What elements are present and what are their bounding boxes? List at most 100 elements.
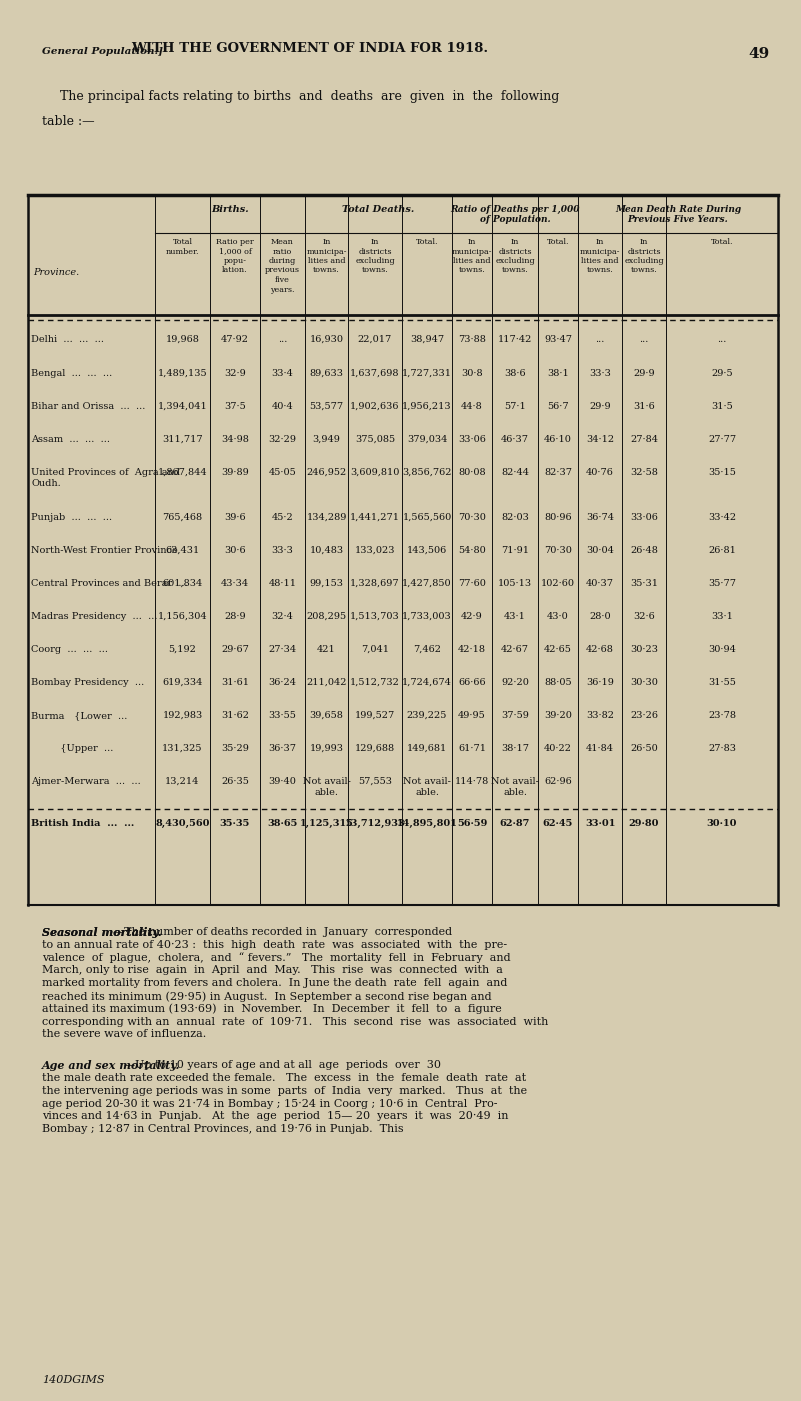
Text: 199,527: 199,527 <box>355 710 395 720</box>
Text: 37·5: 37·5 <box>224 402 246 410</box>
Text: the severe wave of influenza.: the severe wave of influenza. <box>42 1030 206 1040</box>
Text: ...: ... <box>639 335 649 345</box>
Text: Madras Presidency  ...  ...: Madras Presidency ... ... <box>31 612 158 621</box>
Text: 30·94: 30·94 <box>708 644 736 654</box>
Text: the intervening age periods was in some  parts  of  India  very  marked.   Thus : the intervening age periods was in some … <box>42 1086 527 1096</box>
Text: 1,733,003: 1,733,003 <box>402 612 452 621</box>
Text: 43·0: 43·0 <box>547 612 569 621</box>
Text: 19,968: 19,968 <box>166 335 199 345</box>
Text: United Provinces of  Agra and
Oudh.: United Provinces of Agra and Oudh. <box>31 468 180 489</box>
Text: Total
number.: Total number. <box>166 238 199 255</box>
Text: General Population.]: General Population.] <box>42 48 163 56</box>
Text: corresponding with an  annual  rate  of  109·71.   This  second  rise  was  asso: corresponding with an annual rate of 109… <box>42 1017 549 1027</box>
Text: 246,952: 246,952 <box>306 468 347 476</box>
Text: 29·9: 29·9 <box>590 402 611 410</box>
Text: 53,577: 53,577 <box>309 402 344 410</box>
Text: 47·92: 47·92 <box>221 335 249 345</box>
Text: 38·6: 38·6 <box>504 368 525 378</box>
Text: 33·55: 33·55 <box>268 710 296 720</box>
Text: 36·24: 36·24 <box>268 678 296 686</box>
Text: 33·42: 33·42 <box>708 513 736 523</box>
Text: 57,553: 57,553 <box>358 778 392 786</box>
Text: 28·0: 28·0 <box>590 612 611 621</box>
Text: 43·34: 43·34 <box>221 579 249 588</box>
Text: 82·03: 82·03 <box>501 513 529 523</box>
Text: 1,441,271: 1,441,271 <box>350 513 400 523</box>
Text: Mean Death Rate During
Previous Five Years.: Mean Death Rate During Previous Five Yea… <box>615 205 741 224</box>
Text: 33·06: 33·06 <box>630 513 658 523</box>
Text: 26·48: 26·48 <box>630 546 658 555</box>
Text: 129,688: 129,688 <box>355 744 395 752</box>
Text: 765,468: 765,468 <box>163 513 203 523</box>
Text: 56·59: 56·59 <box>457 820 487 828</box>
Text: 1,489,135: 1,489,135 <box>158 368 207 378</box>
Text: 1,156,304: 1,156,304 <box>158 612 207 621</box>
Text: 29·80: 29·80 <box>629 820 659 828</box>
Text: 27·84: 27·84 <box>630 434 658 444</box>
Text: 80·08: 80·08 <box>458 468 486 476</box>
Text: 41·84: 41·84 <box>586 744 614 752</box>
Text: {Upper  ...: {Upper ... <box>31 744 114 752</box>
Text: 29·67: 29·67 <box>221 644 249 654</box>
Text: Births.: Births. <box>211 205 249 214</box>
Text: 105·13: 105·13 <box>498 579 532 588</box>
Text: —Up to 10 years of age and at all  age  periods  over  30: —Up to 10 years of age and at all age pe… <box>124 1061 441 1070</box>
Text: Province.: Province. <box>33 268 79 277</box>
Text: 46·37: 46·37 <box>501 434 529 444</box>
Text: 211,042: 211,042 <box>306 678 347 686</box>
Text: 35·31: 35·31 <box>630 579 658 588</box>
Text: 14,895,801: 14,895,801 <box>396 820 457 828</box>
Text: 23·78: 23·78 <box>708 710 736 720</box>
Text: 29·5: 29·5 <box>711 368 733 378</box>
Text: 375,085: 375,085 <box>355 434 395 444</box>
Text: 88·05: 88·05 <box>544 678 572 686</box>
Text: marked mortality from fevers and cholera.  In June the death  rate  fell  again : marked mortality from fevers and cholera… <box>42 978 507 988</box>
Text: 31·55: 31·55 <box>708 678 736 686</box>
Text: 133,023: 133,023 <box>355 546 395 555</box>
Text: Burma {Lower  ...: Burma {Lower ... <box>31 710 127 720</box>
Text: 89,633: 89,633 <box>309 368 344 378</box>
Text: 1,727,331: 1,727,331 <box>402 368 452 378</box>
Text: 48·11: 48·11 <box>268 579 296 588</box>
Text: 33·06: 33·06 <box>458 434 486 444</box>
Text: 311,717: 311,717 <box>162 434 203 444</box>
Text: Mean
ratio
during
previous
five
years.: Mean ratio during previous five years. <box>265 238 300 293</box>
Text: 1,902,636: 1,902,636 <box>350 402 400 410</box>
Text: Ratio of Deaths per 1,000
of Population.: Ratio of Deaths per 1,000 of Population. <box>450 205 580 224</box>
Text: British India  ...  ...: British India ... ... <box>31 820 135 828</box>
Text: 30·6: 30·6 <box>224 546 246 555</box>
Text: ...: ... <box>595 335 605 345</box>
Text: 32·6: 32·6 <box>633 612 655 621</box>
Text: 31·6: 31·6 <box>633 402 655 410</box>
Text: 32·58: 32·58 <box>630 468 658 476</box>
Text: Delhi  ...  ...  ...: Delhi ... ... ... <box>31 335 104 345</box>
Text: Central Provinces and Berar  ...: Central Provinces and Berar ... <box>31 579 187 588</box>
Text: 16,930: 16,930 <box>309 335 344 345</box>
Text: 39,658: 39,658 <box>309 710 344 720</box>
Text: Not avail-
able.: Not avail- able. <box>303 778 351 797</box>
Text: 601,834: 601,834 <box>163 579 203 588</box>
Text: Total.: Total. <box>547 238 570 247</box>
Text: 1,125,315: 1,125,315 <box>300 820 353 828</box>
Text: In
municipa-
lities and
towns.: In municipa- lities and towns. <box>580 238 620 275</box>
Text: 35·15: 35·15 <box>708 468 736 476</box>
Text: Not avail-
able.: Not avail- able. <box>491 778 539 797</box>
Text: 35·29: 35·29 <box>221 744 249 752</box>
Text: 1,512,732: 1,512,732 <box>350 678 400 686</box>
Text: 37·59: 37·59 <box>501 710 529 720</box>
Text: 1,513,703: 1,513,703 <box>350 612 400 621</box>
Text: 131,325: 131,325 <box>163 744 203 752</box>
Text: 36·37: 36·37 <box>268 744 296 752</box>
Text: Not avail-
able.: Not avail- able. <box>403 778 451 797</box>
Text: age period 20-30 it was 21·74 in Bombay ; 15·24 in Coorg ; 10·6 in  Central  Pro: age period 20-30 it was 21·74 in Bombay … <box>42 1098 497 1108</box>
Text: 379,034: 379,034 <box>407 434 447 444</box>
Text: 42·68: 42·68 <box>586 644 614 654</box>
Text: 619,334: 619,334 <box>163 678 203 686</box>
Text: 42·67: 42·67 <box>501 644 529 654</box>
Text: 13,712,933: 13,712,933 <box>344 820 405 828</box>
Text: 1,637,698: 1,637,698 <box>350 368 400 378</box>
Text: March, only to rise  again  in  April  and  May.   This  rise  was  connected  w: March, only to rise again in April and M… <box>42 965 503 975</box>
Text: 33·3: 33·3 <box>589 368 611 378</box>
Text: Ajmer-Merwara  ...  ...: Ajmer-Merwara ... ... <box>31 778 141 786</box>
Text: 7,041: 7,041 <box>361 644 389 654</box>
